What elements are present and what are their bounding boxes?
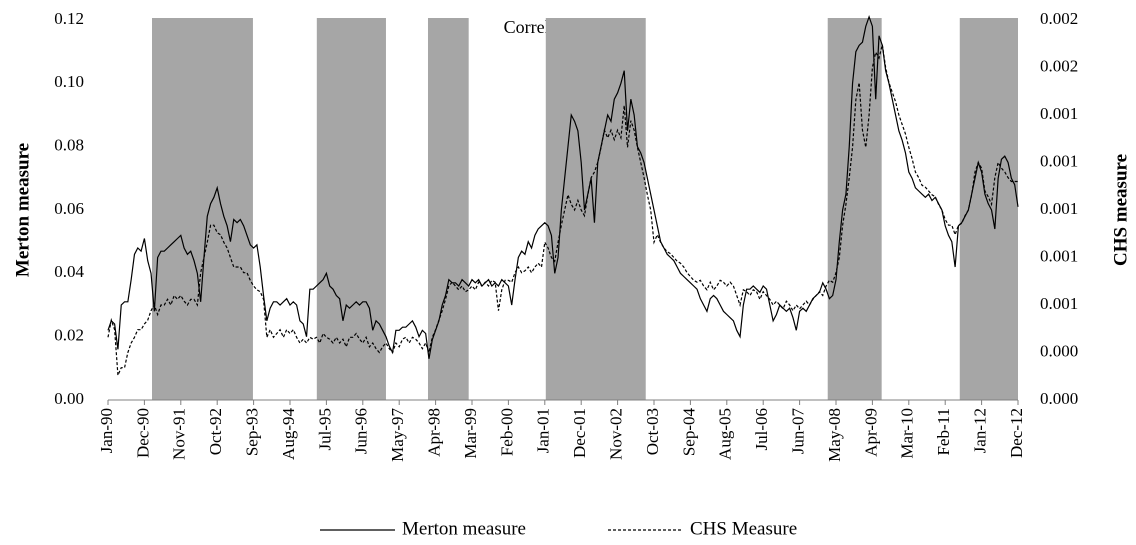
- x-tick-label: Nov-91: [170, 408, 189, 460]
- x-tick-label: May-97: [388, 408, 407, 462]
- x-tick-label: Jun-96: [352, 408, 371, 454]
- x-tick-label: Sep-04: [679, 408, 698, 457]
- y-axis-title: Merton measure: [12, 143, 33, 277]
- shaded-period: [959, 18, 1018, 400]
- x-tick-label: Mar-99: [461, 408, 480, 459]
- x-tick-label: Dec-01: [570, 408, 589, 458]
- y2-tick-label: 0.001: [1040, 294, 1078, 313]
- legend-label: CHS Measure: [690, 518, 797, 539]
- x-tick-label: Jan-12: [971, 408, 990, 453]
- y2-tick-label: 0.000: [1040, 389, 1078, 408]
- data-line: [107, 44, 1018, 376]
- x-tick-label: Oct-03: [643, 408, 662, 455]
- shaded-period: [316, 18, 386, 400]
- x-tick-label: Aug-94: [279, 408, 298, 460]
- x-tick-label: Jan-01: [534, 408, 553, 453]
- x-tick-label: Sep-93: [243, 408, 262, 456]
- x-tick-label: Apr-98: [425, 408, 444, 457]
- y-tick-label: 0.10: [54, 72, 84, 91]
- y2-tick-label: 0.001: [1040, 246, 1078, 265]
- y-tick-label: 0.12: [54, 9, 84, 28]
- legend-label: Merton measure: [402, 518, 526, 539]
- x-tick-label: Apr-09: [861, 408, 880, 457]
- y2-tick-label: 0.001: [1040, 199, 1078, 218]
- x-tick-label: Jul-95: [315, 408, 334, 451]
- x-tick-label: Feb-11: [934, 408, 953, 456]
- y-tick-label: 0.06: [54, 199, 84, 218]
- x-tick-label: Jul-06: [752, 408, 771, 451]
- shaded-period: [427, 18, 469, 400]
- y2-tick-label: 0.001: [1040, 104, 1078, 123]
- y-tick-label: 0.08: [54, 136, 84, 155]
- x-tick-label: May-08: [825, 408, 844, 462]
- y2-tick-label: 0.000: [1040, 341, 1078, 360]
- x-tick-label: Aug-05: [716, 408, 735, 460]
- x-tick-label: Mar-10: [898, 408, 917, 459]
- x-tick-label: Dec-90: [133, 408, 152, 458]
- x-tick-label: Oct-92: [206, 408, 225, 455]
- y-tick-label: 0.00: [54, 389, 84, 408]
- y-tick-label: 0.04: [54, 262, 84, 281]
- y2-tick-label: 0.002: [1040, 56, 1078, 75]
- y2-axis-title: CHS measure: [1110, 154, 1131, 266]
- x-tick-label: Dec-12: [1007, 408, 1026, 458]
- x-tick-label: Feb-00: [497, 408, 516, 456]
- y-tick-label: 0.02: [54, 326, 84, 345]
- y2-tick-label: 0.002: [1040, 9, 1078, 28]
- data-line: [107, 15, 1019, 359]
- shaded-period: [152, 18, 253, 400]
- x-tick-label: Jan-90: [97, 408, 116, 453]
- x-tick-label: Jun-07: [789, 408, 808, 455]
- y2-tick-label: 0.001: [1040, 151, 1078, 170]
- shaded-period: [827, 18, 882, 400]
- x-tick-label: Nov-02: [607, 408, 626, 460]
